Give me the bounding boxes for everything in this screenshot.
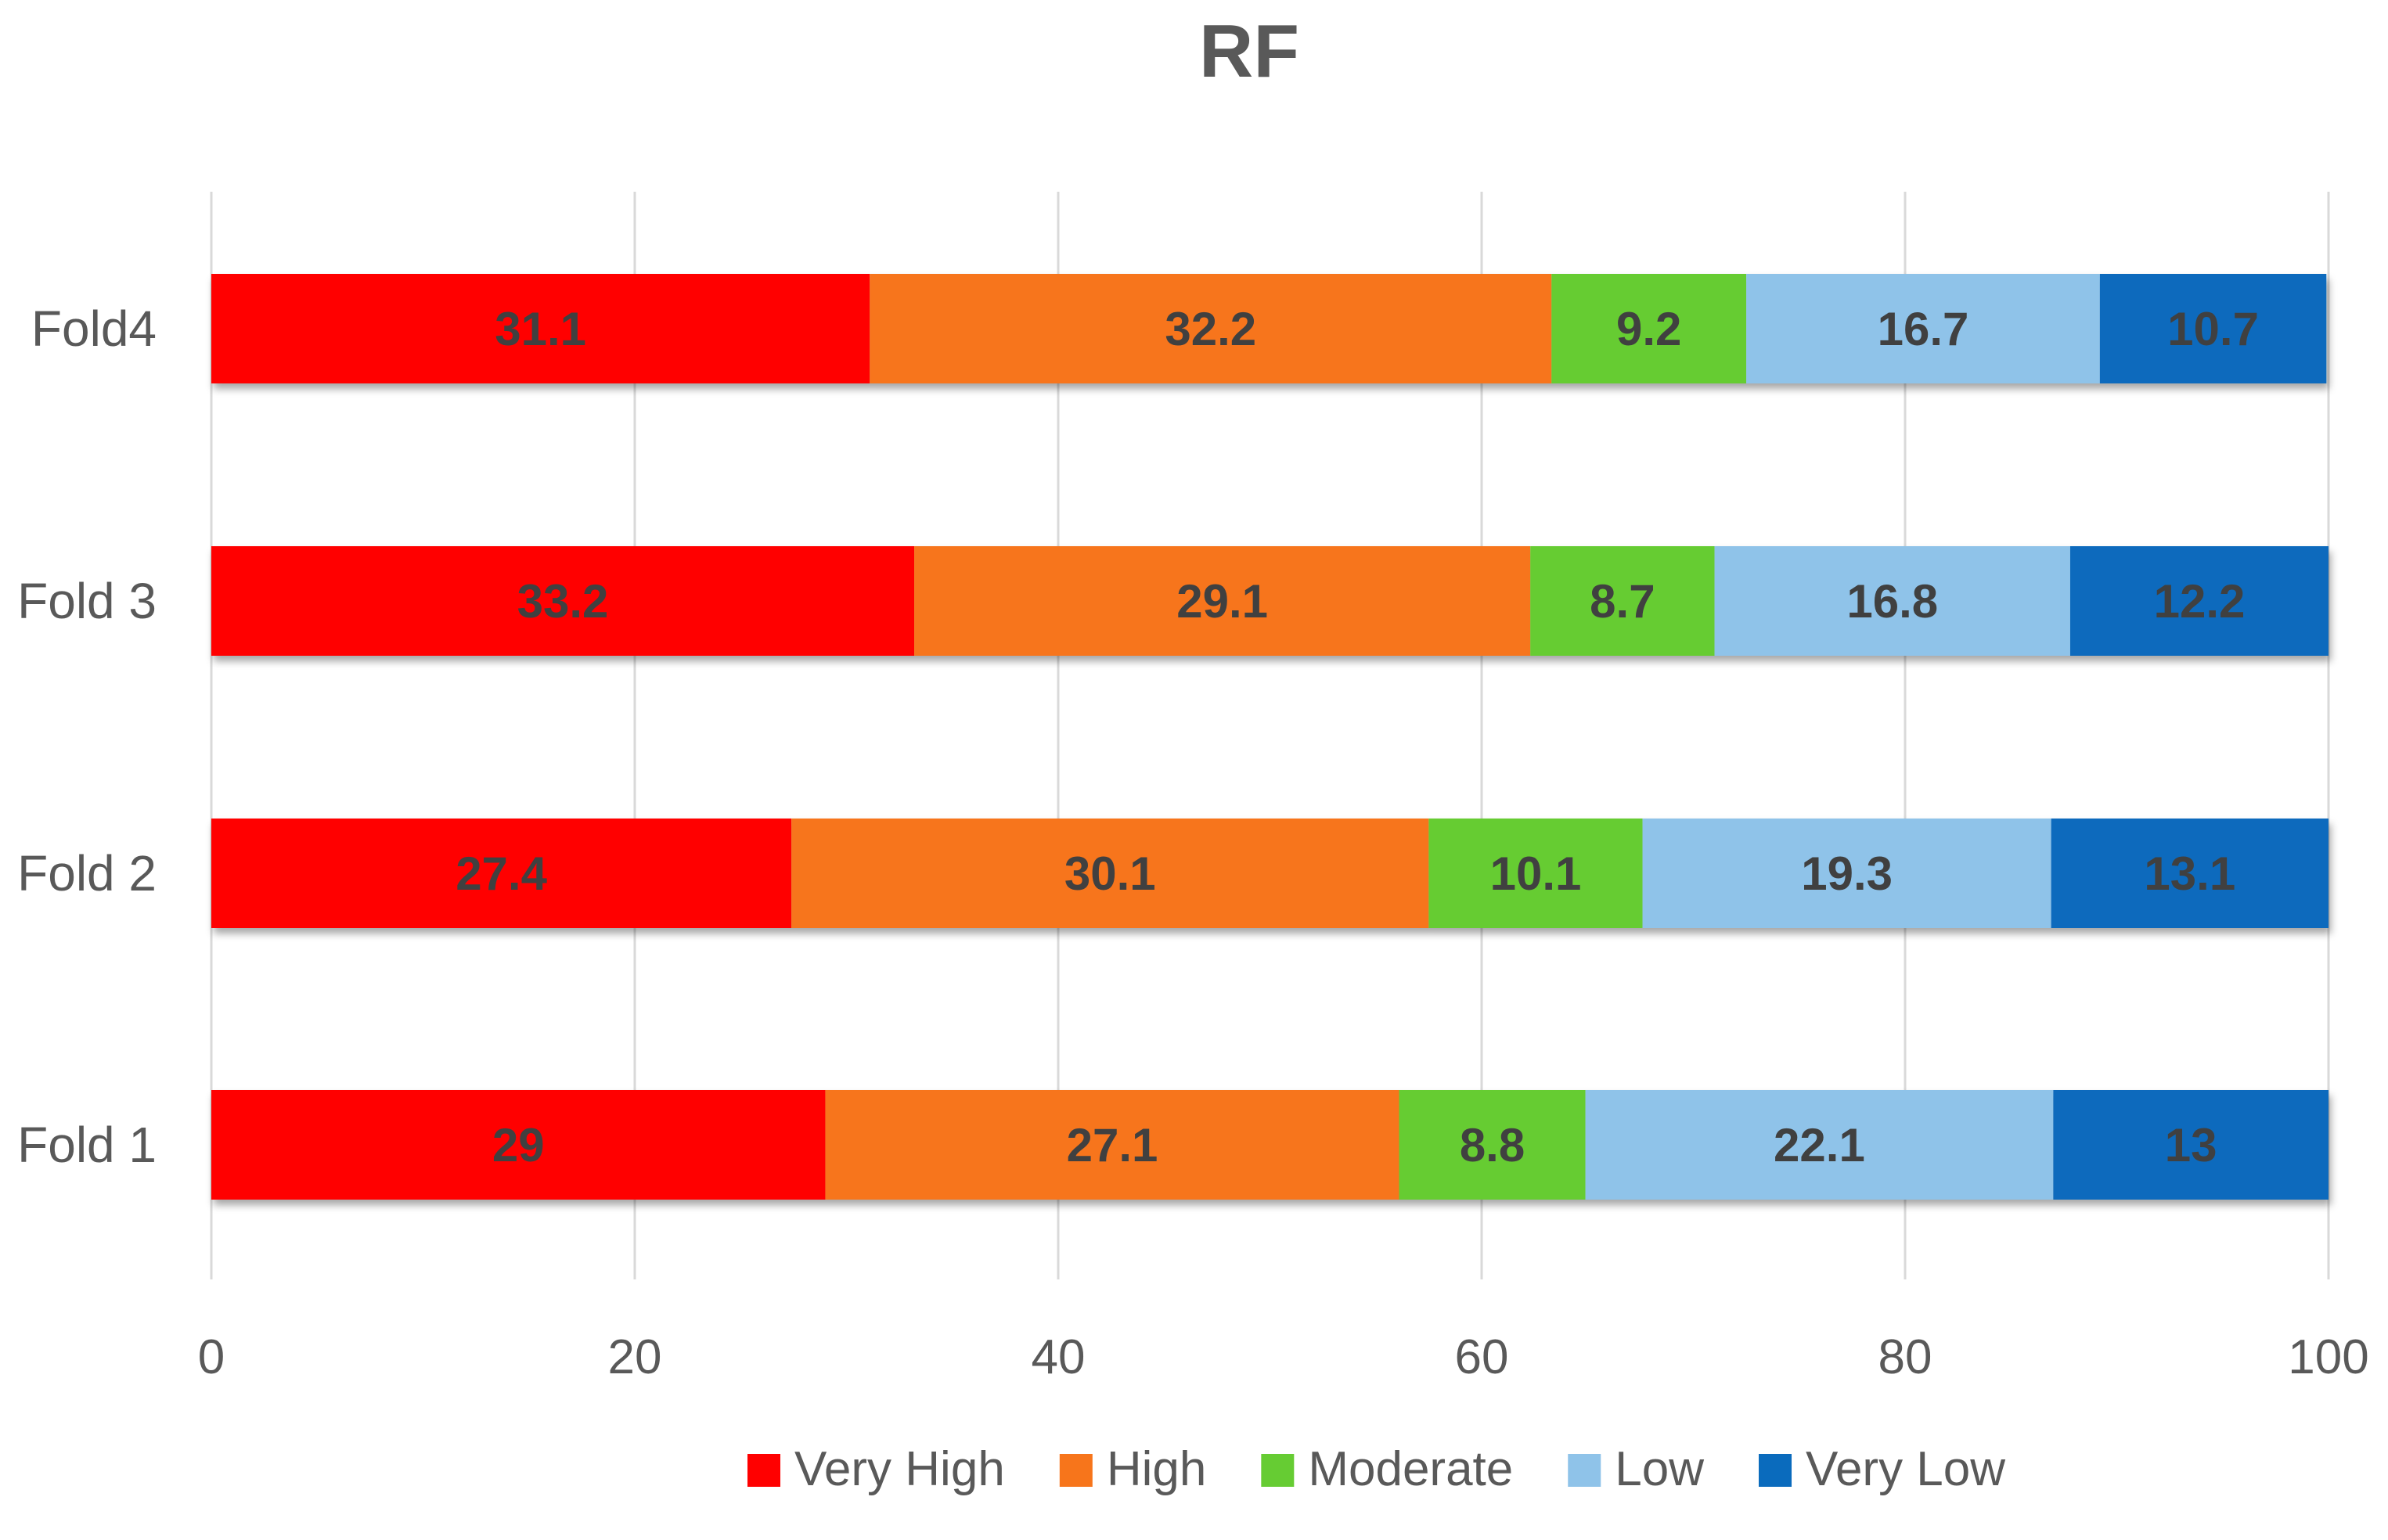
data-label: 10.7 [2167, 303, 2259, 355]
bar-segment [825, 1090, 1399, 1200]
x-tick-label: 100 [2288, 1330, 2368, 1384]
legend-swatch [1568, 1454, 1601, 1487]
data-label: 16.7 [1878, 303, 1969, 355]
data-label: 29 [492, 1119, 545, 1171]
bar-segment [2053, 1090, 2329, 1200]
category-axis: Fold 1 Fold 2 Fold 3 Fold4 [17, 300, 157, 1173]
bar-segment [1585, 1090, 2054, 1200]
legend-swatch [747, 1454, 780, 1487]
data-label: 13.1 [2144, 847, 2235, 900]
legend-item: Low [1568, 1442, 1704, 1496]
bar-series: 29 27.1 8.8 22.1 13 27.4 30.1 10.1 19.3 13.1 33.2 2… [211, 274, 2329, 1200]
category-label: Fold 2 [17, 845, 157, 901]
bar-segment [791, 819, 1429, 928]
x-tick-label: 60 [1455, 1330, 1509, 1384]
data-label: 16.8 [1846, 575, 1938, 628]
data-label: 19.3 [1801, 847, 1893, 900]
bar-segment [211, 819, 792, 928]
legend-swatch [1059, 1454, 1093, 1487]
value-axis: 0 20 40 60 80 100 [198, 1330, 2369, 1384]
data-label: 10.1 [1490, 847, 1582, 900]
data-label: 13 [2165, 1119, 2217, 1171]
data-label: 31.1 [495, 303, 586, 355]
category-label: Fold 3 [17, 573, 157, 629]
data-label: 33.2 [517, 575, 609, 628]
bar-stack [211, 1090, 2329, 1200]
data-label: 30.1 [1064, 847, 1156, 900]
bar-segment [914, 546, 1531, 656]
category-label: Fold 1 [17, 1117, 157, 1173]
bar-segment [2099, 274, 2327, 383]
bar-segment [1642, 819, 2051, 928]
bar-segment [1530, 546, 1715, 656]
legend: Very High High Moderate Low Very Low [747, 1442, 2005, 1496]
bar-segment [870, 274, 1552, 383]
bar-segment [2051, 819, 2329, 928]
legend-label: High [1107, 1442, 1207, 1496]
bar-segment [211, 274, 870, 383]
legend-label: Low [1615, 1442, 1704, 1496]
bar-segment [211, 1090, 826, 1200]
bar-stack-labels: 31.1 32.2 9.2 16.7 10.7 [495, 303, 2259, 355]
data-label: 27.1 [1067, 1119, 1158, 1171]
legend-swatch [1261, 1454, 1295, 1487]
bar-stack [211, 546, 2329, 656]
legend-swatch [1759, 1454, 1792, 1487]
data-label: 32.2 [1165, 303, 1256, 355]
data-label: 8.8 [1460, 1119, 1525, 1171]
legend-item: High [1059, 1442, 1207, 1496]
data-label: 9.2 [1616, 303, 1681, 355]
data-label: 8.7 [1590, 575, 1655, 628]
bar-stack [211, 274, 2327, 383]
category-label: Fold4 [31, 300, 157, 357]
bar-stack-labels: 33.2 29.1 8.7 16.8 12.2 [517, 575, 2246, 628]
legend-label: Moderate [1308, 1442, 1513, 1496]
x-tick-label: 20 [608, 1330, 662, 1384]
data-label: 29.1 [1176, 575, 1268, 628]
bar-segment [211, 546, 915, 656]
legend-label: Very Low [1806, 1442, 2005, 1496]
data-label: 22.1 [1774, 1119, 1865, 1171]
legend-label: Very High [794, 1442, 1005, 1496]
legend-item: Very Low [1759, 1442, 2005, 1496]
bar-segment [2069, 546, 2329, 656]
bar-segment [1428, 819, 1643, 928]
chart-title: RF [1199, 9, 1299, 93]
x-tick-label: 40 [1032, 1330, 1086, 1384]
x-tick-label: 0 [198, 1330, 225, 1384]
bar-segment [1399, 1090, 1586, 1200]
data-label: 27.4 [456, 847, 547, 900]
data-label: 12.2 [2154, 575, 2246, 628]
legend-item: Moderate [1261, 1442, 1513, 1496]
bar-stack [211, 819, 2329, 928]
bar-stack-labels: 29 27.1 8.8 22.1 13 [492, 1119, 2217, 1171]
bar-stack-labels: 27.4 30.1 10.1 19.3 13.1 [456, 847, 2235, 900]
bar-segment [1551, 274, 1747, 383]
bar-segment [1746, 274, 2100, 383]
x-tick-label: 80 [1878, 1330, 1932, 1384]
legend-item: Very High [747, 1442, 1005, 1496]
bar-segment [1714, 546, 2070, 656]
